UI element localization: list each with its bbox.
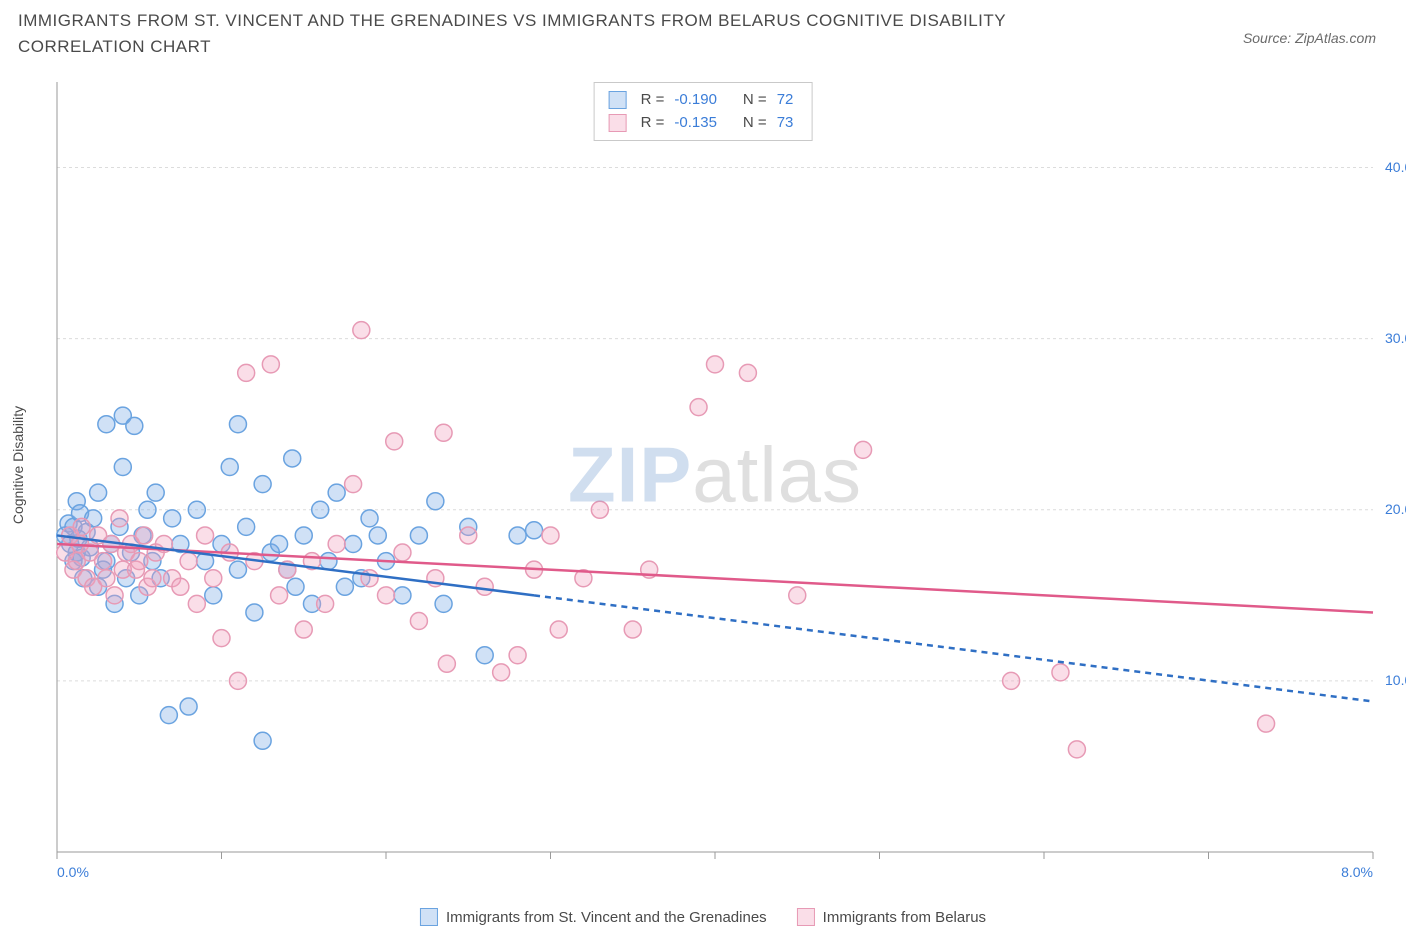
chart-plot-area: ZIPatlas [55, 80, 1375, 870]
value-n-2: 73 [777, 112, 794, 135]
value-r-2: -0.135 [674, 112, 717, 135]
legend-stats-box: R = -0.190 N = 72 R = -0.135 N = 73 [594, 82, 813, 141]
label-r: R = [641, 112, 665, 135]
axis-tick-label: 20.0% [1385, 501, 1406, 517]
label-n: N = [743, 89, 767, 112]
chart-title: IMMIGRANTS FROM ST. VINCENT AND THE GREN… [18, 8, 1138, 59]
axis-tick-label: 10.0% [1385, 672, 1406, 688]
swatch-series-2 [609, 114, 627, 132]
legend-label-2: Immigrants from Belarus [823, 909, 986, 926]
legend-stats-row-1: R = -0.190 N = 72 [609, 89, 798, 112]
source-attribution: Source: ZipAtlas.com [1243, 30, 1376, 46]
axis-tick-label: 0.0% [57, 864, 89, 880]
legend-series: Immigrants from St. Vincent and the Gren… [420, 908, 986, 926]
chart-svg [55, 80, 1375, 870]
legend-stats-row-2: R = -0.135 N = 73 [609, 112, 798, 135]
value-r-1: -0.190 [674, 89, 717, 112]
legend-label-1: Immigrants from St. Vincent and the Gren… [446, 909, 767, 926]
y-axis-label: Cognitive Disability [10, 406, 26, 524]
legend-item-2: Immigrants from Belarus [797, 908, 986, 926]
legend-item-1: Immigrants from St. Vincent and the Gren… [420, 908, 767, 926]
swatch-series-1 [609, 91, 627, 109]
value-n-1: 72 [777, 89, 794, 112]
axis-tick-label: 40.0% [1385, 159, 1406, 175]
axis-tick-label: 8.0% [1341, 864, 1373, 880]
chart-container: IMMIGRANTS FROM ST. VINCENT AND THE GREN… [0, 0, 1406, 930]
axis-tick-label: 30.0% [1385, 330, 1406, 346]
swatch-series-2b [797, 908, 815, 926]
label-n: N = [743, 112, 767, 135]
swatch-series-1b [420, 908, 438, 926]
label-r: R = [641, 89, 665, 112]
